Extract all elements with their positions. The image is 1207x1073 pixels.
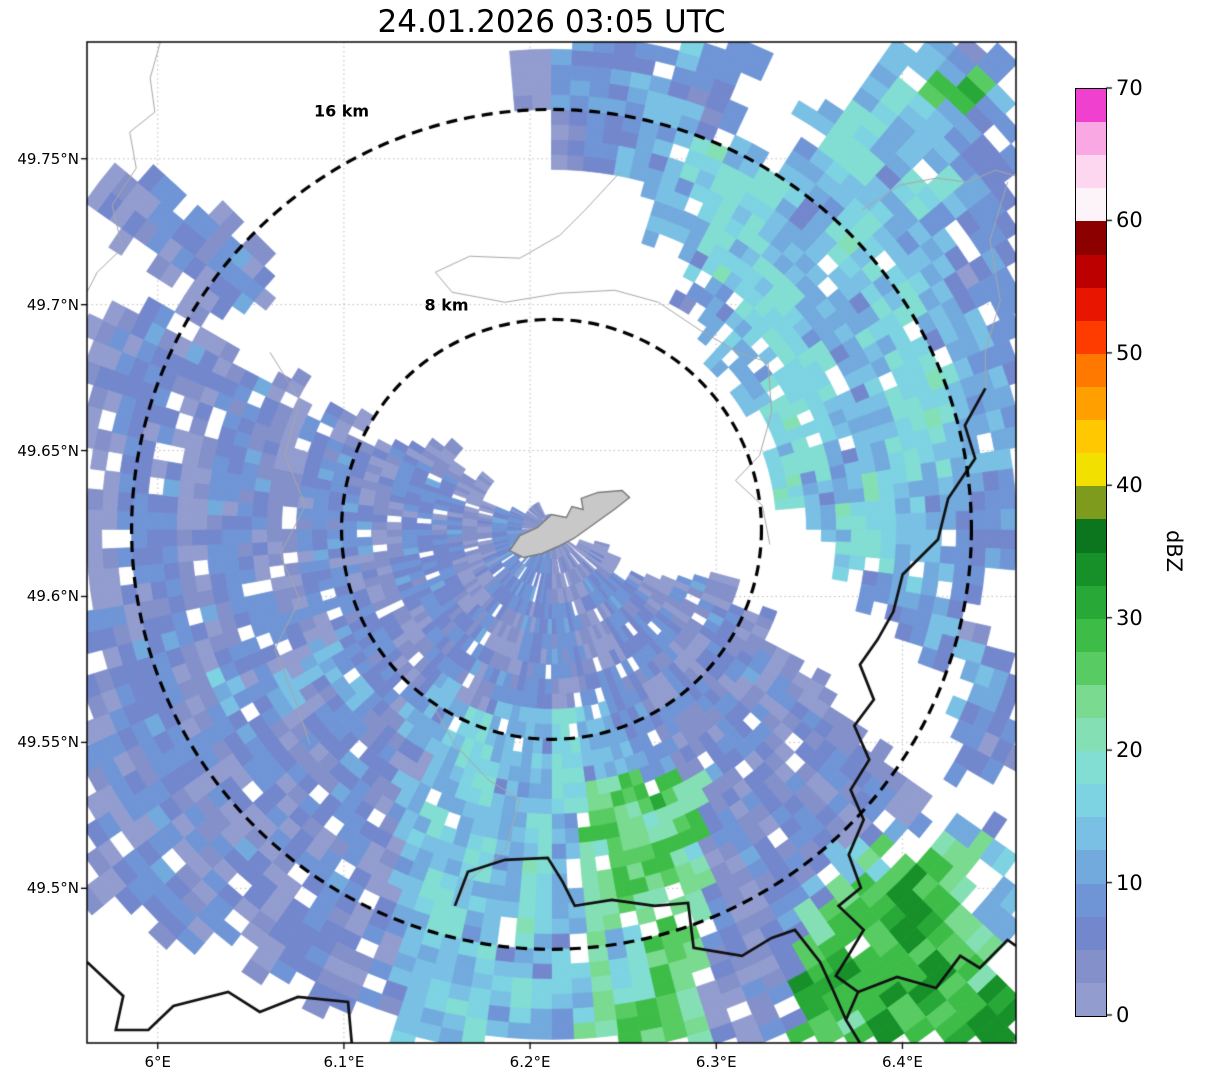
- colorbar-segment: [1076, 419, 1106, 454]
- colorbar-segment: [1076, 651, 1106, 685]
- colorbar-segment: [1076, 783, 1106, 818]
- colorbar-segment: [1076, 320, 1106, 354]
- y-tick-label: 49.55°N: [17, 733, 79, 752]
- colorbar-tick-label: 60: [1116, 208, 1143, 233]
- colorbar-segment: [1076, 684, 1106, 719]
- colorbar-tick-label: 30: [1116, 605, 1143, 630]
- y-tick-label: 49.7°N: [26, 295, 79, 314]
- colorbar-segment: [1076, 287, 1106, 321]
- x-tick-label: 6.3°E: [695, 1053, 737, 1071]
- x-tick-label: 6.2°E: [509, 1053, 551, 1071]
- y-tick-label: 49.5°N: [26, 879, 79, 898]
- y-tick-label: 49.6°N: [26, 587, 79, 606]
- colorbar-tick-label: 0: [1116, 1003, 1130, 1027]
- colorbar-segment: [1076, 585, 1106, 619]
- colorbar-segment: [1076, 353, 1106, 387]
- colorbar-segment: [1076, 154, 1106, 189]
- colorbar-segment: [1076, 254, 1106, 288]
- colorbar-segment: [1076, 850, 1106, 884]
- colorbar-segment: [1076, 220, 1106, 255]
- colorbar-segment: [1076, 982, 1106, 1016]
- colorbar-segment: [1076, 750, 1106, 785]
- colorbar-segment: [1076, 518, 1106, 553]
- colorbar-segment: [1076, 88, 1106, 123]
- x-tick-label: 6°E: [144, 1053, 171, 1071]
- colorbar-segment: [1076, 949, 1106, 983]
- colorbar-tick-label: 20: [1116, 738, 1143, 763]
- x-tick-label: 6.1°E: [323, 1053, 365, 1071]
- chart-title: 24.01.2026 03:05 UTC: [377, 4, 726, 40]
- colorbar-segment: [1076, 452, 1106, 487]
- colorbar-segment: [1076, 717, 1106, 752]
- colorbar-segment: [1076, 485, 1106, 520]
- colorbar-unit-label: dBZ: [1162, 529, 1186, 573]
- colorbar: [1075, 88, 1107, 1017]
- colorbar-segment: [1076, 618, 1106, 652]
- colorbar-segment: [1076, 883, 1106, 917]
- colorbar-segment: [1076, 187, 1106, 222]
- y-tick-label: 49.65°N: [17, 441, 79, 460]
- colorbar-tick-label: 40: [1116, 473, 1143, 498]
- colorbar-tick-label: 50: [1116, 340, 1143, 365]
- colorbar-segment: [1076, 916, 1106, 950]
- colorbar-tick-label: 70: [1116, 76, 1143, 100]
- range-circle-label: 8 km: [424, 295, 469, 315]
- colorbar-segment: [1076, 121, 1106, 156]
- colorbar-segment: [1076, 386, 1106, 421]
- range-circle-label: 16 km: [313, 101, 370, 121]
- colorbar-tick-label: 10: [1116, 870, 1143, 895]
- x-tick-label: 6.4°E: [882, 1053, 923, 1071]
- y-tick-label: 49.75°N: [17, 149, 79, 168]
- colorbar-segment: [1076, 552, 1106, 586]
- colorbar-segment: [1076, 816, 1106, 851]
